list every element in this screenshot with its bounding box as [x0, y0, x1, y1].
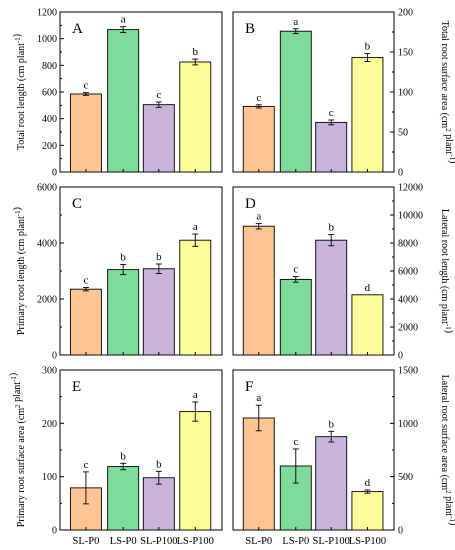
panel-b-sig-label: b	[365, 41, 371, 53]
panel-a-ytick-label: 200	[42, 141, 57, 152]
panel-a-ytick-label: 800	[42, 61, 57, 72]
panel-e-xtick-label: LS-P0	[110, 536, 137, 547]
panel-b-ytick-label: 0	[398, 168, 403, 179]
panel-d-bar-sl-p100	[315, 239, 348, 356]
panel-c-ylabel: Primary root length (cm plant-1)	[12, 207, 27, 335]
panel-d-ytick-label: 2000	[398, 323, 418, 334]
panel-f-sig-label: b	[328, 418, 334, 430]
panel-f-ytick-label: 1000	[398, 419, 418, 430]
panel-c-sig-label: c	[83, 275, 88, 287]
panel-e-ytick-label: 200	[42, 419, 57, 430]
panel-d-ytick-label: 6000	[398, 267, 418, 278]
panel-d-sig-label: c	[293, 264, 298, 276]
panel-e-sig-label: a	[193, 389, 198, 401]
panel-e-bar-sl-p100	[142, 477, 175, 531]
panel-f-ytick-label: 500	[398, 472, 413, 483]
panel-d-sig-label: d	[365, 282, 371, 294]
panel-c-sig-label: b	[120, 252, 126, 264]
panel-d-ytick-label: 10000	[398, 211, 423, 222]
panel-d-ylabel: Lateral root length (cm plant-1)	[439, 209, 454, 333]
panel-f-ytick-label: 0	[398, 526, 403, 537]
panel-f-bar-ls-p100	[351, 491, 384, 531]
panel-b-letter: B	[245, 21, 255, 37]
panel-f-bar-sl-p100	[315, 436, 348, 531]
panel-a-ytick-label: 400	[42, 114, 57, 125]
panel-b-bar-ls-p0	[279, 30, 312, 173]
panel-a-ytick-label: 600	[42, 88, 57, 99]
panel-b-sig-label: c	[329, 107, 334, 119]
panel-d-ytick-label: 12000	[398, 183, 423, 194]
panel-b-sig-label: c	[256, 92, 261, 104]
panel-a-bar-sl-p100	[142, 104, 175, 173]
panel-b-bar-sl-p100	[315, 121, 348, 173]
panel-c-ytick-label: 6000	[37, 183, 57, 194]
panel-b-bar-ls-p100	[351, 57, 384, 173]
panel-f-bar-sl-p0	[242, 417, 275, 531]
panel-c-bar-ls-p0	[107, 269, 140, 356]
panel-f-xtick-label: LS-P100	[349, 536, 386, 547]
panel-f-xtick-label: SL-P100	[313, 536, 350, 547]
panel-e-letter: E	[72, 379, 81, 395]
panel-c-bar-sl-p0	[69, 288, 102, 356]
panel-c-bar-sl-p100	[142, 268, 175, 356]
panel-c-letter: C	[72, 196, 82, 212]
panel-e-bar-ls-p0	[107, 466, 140, 531]
panel-e-ylabel: Primary root surface area (cm2 plant-1)	[8, 373, 27, 528]
panel-c-sig-label: a	[193, 221, 198, 233]
panel-c-sig-label: b	[156, 251, 162, 263]
panel-b-ytick-label: 200	[398, 8, 413, 19]
panel-a-bar-ls-p100	[179, 61, 212, 173]
panel-d-sig-label: b	[328, 222, 334, 234]
panel-e-sig-label: c	[83, 459, 88, 471]
panel-e-bar-ls-p100	[179, 411, 212, 531]
panel-a-sig-label: c	[83, 80, 88, 92]
panel-d-ytick-label: 8000	[398, 239, 418, 250]
panel-a-ytick-label: 0	[52, 168, 57, 179]
panel-c-ytick-label: 0	[52, 351, 57, 362]
panel-b-sig-label: a	[293, 16, 298, 28]
panel-b-ytick-label: 100	[398, 88, 413, 99]
panel-b-ylabel: Total root surface area (cm2 plant-1)	[439, 21, 455, 164]
panel-d-sig-label: a	[256, 210, 261, 222]
panel-d-bar-ls-p0	[279, 278, 312, 356]
panel-c-ytick-label: 4000	[37, 239, 57, 250]
panel-b-bar-sl-p0	[242, 105, 275, 173]
panel-b-ytick-label: 50	[398, 128, 408, 139]
panel-a-ytick-label: 1000	[37, 34, 57, 45]
panel-c-bar-ls-p100	[179, 239, 212, 356]
panel-f-ylabel: Lateral root surface area (cm2 plant-1)	[439, 375, 455, 526]
panel-d-bar-sl-p0	[242, 225, 275, 356]
panel-f-sig-label: d	[365, 477, 371, 489]
panel-a-ytick-label: 1200	[37, 8, 57, 19]
panel-e-ytick-label: 100	[42, 472, 57, 483]
panel-f-letter: F	[245, 379, 253, 395]
panel-d-letter: D	[245, 196, 256, 212]
panel-e-xtick-label: SL-P100	[140, 536, 177, 547]
panel-f-sig-label: a	[256, 392, 261, 404]
panel-a-bar-ls-p0	[107, 29, 140, 173]
panel-e-xtick-label: SL-P0	[72, 536, 99, 547]
panel-d-ytick-label: 0	[398, 351, 403, 362]
panel-a-sig-label: b	[193, 46, 199, 58]
panel-a-letter: A	[72, 21, 83, 37]
panel-b-ytick-label: 150	[398, 48, 413, 59]
panel-f-sig-label: c	[293, 436, 298, 448]
panel-e-ytick-label: 300	[42, 366, 57, 377]
panel-d-bar-ls-p100	[351, 294, 384, 356]
panel-e-sig-label: b	[156, 458, 162, 470]
panel-d-ytick-label: 4000	[398, 295, 418, 306]
panel-a-ylabel: Total root length (cm plant-1)	[12, 34, 27, 150]
panel-a-sig-label: a	[121, 14, 126, 26]
panel-a-bar-sl-p0	[69, 93, 102, 173]
panel-f-xtick-label: LS-P0	[282, 536, 309, 547]
panel-e-sig-label: b	[120, 450, 126, 462]
panel-e-xtick-label: LS-P100	[177, 536, 214, 547]
panel-f-ytick-label: 1500	[398, 366, 418, 377]
panel-f-xtick-label: SL-P0	[245, 536, 272, 547]
panel-c-ytick-label: 2000	[37, 295, 57, 306]
panel-e-ytick-label: 0	[52, 526, 57, 537]
panel-a-sig-label: c	[156, 89, 161, 101]
